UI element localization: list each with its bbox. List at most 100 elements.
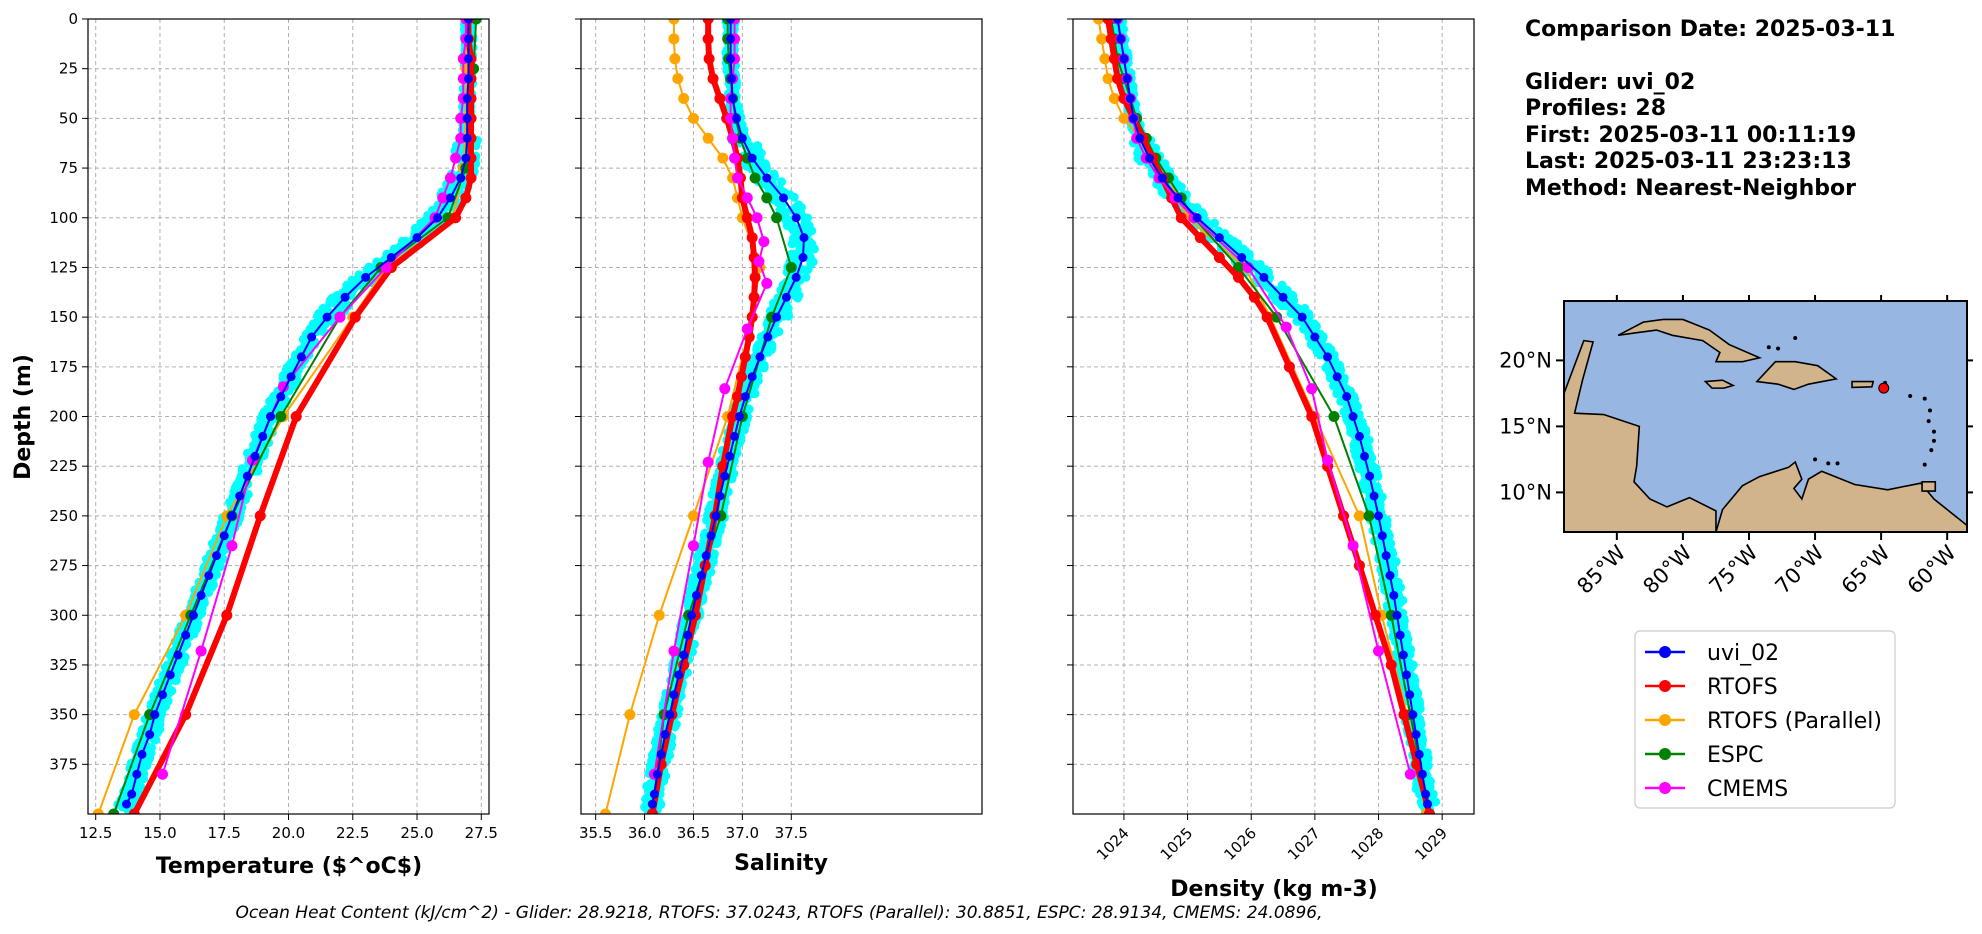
density-x-tick-label: 1027 — [1284, 824, 1324, 864]
data-point — [747, 153, 757, 163]
data-point — [772, 312, 782, 322]
temperature-series-uvi-02 — [122, 19, 473, 809]
data-point — [725, 451, 735, 461]
data-point — [1395, 630, 1405, 640]
data-point — [290, 411, 302, 422]
data-point — [307, 332, 317, 342]
density-panel: 1024 1025 1026 1027 1028 1029 Density (kg m-3… — [1067, 18, 1475, 902]
data-point — [748, 291, 760, 303]
data-point — [349, 311, 361, 323]
land-shapes — [1564, 301, 1967, 532]
data-point — [691, 590, 701, 600]
data-point — [157, 768, 169, 780]
data-point — [286, 372, 296, 382]
data-point — [277, 381, 289, 393]
legend-entry: RTOFS — [1645, 675, 1778, 700]
legend-entry: RTOFS (Parallel) — [1645, 709, 1882, 734]
legend-entry: CMEMS — [1645, 777, 1788, 802]
data-point — [1411, 730, 1421, 739]
data-point — [778, 193, 788, 203]
depth-tick-label: 275 — [49, 557, 78, 575]
map-latitude-label: 15°N — [1499, 414, 1552, 438]
data-point — [1297, 312, 1307, 322]
data-point — [1347, 540, 1359, 552]
data-point — [1116, 34, 1126, 44]
data-point — [741, 323, 753, 335]
data-point — [749, 172, 761, 184]
density-axis-label: Density (kg m-3) — [1170, 877, 1378, 902]
data-point — [437, 192, 449, 204]
data-point — [717, 152, 729, 164]
temperature-axis-label: Temperature ($^oC$) — [156, 854, 422, 879]
data-point — [127, 789, 137, 799]
data-point — [188, 610, 198, 620]
data-point — [334, 311, 346, 323]
data-point — [1157, 173, 1167, 183]
map-latitude-label: 20°N — [1499, 348, 1552, 372]
data-point — [445, 193, 455, 203]
last-profile-time: Last: 2025-03-11 23:23:13 — [1525, 149, 1852, 174]
data-point — [1402, 670, 1412, 680]
data-point — [1278, 292, 1288, 302]
data-point — [731, 391, 743, 403]
data-point — [450, 212, 462, 224]
data-point — [132, 769, 142, 779]
data-point — [702, 456, 714, 468]
salinity-grid — [581, 18, 982, 814]
data-point — [1423, 799, 1433, 809]
data-point — [1213, 252, 1225, 263]
data-point — [1118, 112, 1130, 124]
data-point — [726, 34, 736, 44]
data-point — [1363, 510, 1375, 522]
data-point — [412, 233, 422, 243]
data-point — [660, 730, 670, 739]
data-point — [1423, 808, 1435, 814]
data-point — [235, 491, 245, 501]
data-point — [460, 192, 472, 204]
data-point — [727, 411, 739, 422]
data-point — [728, 94, 738, 103]
map-longitude-label: 80°W — [1638, 540, 1696, 598]
depth-tick-label: 0 — [68, 10, 78, 28]
data-point — [1328, 411, 1340, 422]
density-x-tick-label: 1024 — [1093, 824, 1133, 864]
data-point — [1280, 321, 1292, 333]
data-point — [799, 233, 809, 243]
data-point — [250, 451, 260, 461]
data-point — [761, 277, 773, 289]
data-point — [696, 571, 706, 580]
map-longitude-label: 70°W — [1771, 540, 1829, 598]
temperature-x-tick-label: 12.5 — [79, 824, 112, 842]
data-point — [730, 431, 740, 441]
data-point — [1373, 645, 1385, 657]
data-point — [668, 645, 680, 657]
temperature-x-tick-label: 17.5 — [208, 824, 241, 842]
data-point — [762, 173, 772, 183]
data-point — [1248, 291, 1260, 303]
data-point — [219, 531, 229, 541]
data-point — [226, 540, 238, 552]
depth-axis-label: Depth (m) — [11, 354, 36, 480]
data-point — [386, 253, 396, 262]
info-block: Comparison Date: 2025-03-11 Glider: uvi_… — [1525, 17, 1895, 201]
data-point — [1348, 412, 1358, 421]
data-point — [242, 471, 252, 481]
data-point — [1369, 491, 1379, 501]
depth-tick-label: 150 — [49, 308, 78, 326]
data-point — [747, 372, 757, 382]
data-point — [711, 511, 721, 521]
data-point — [652, 769, 662, 779]
data-point — [683, 630, 693, 640]
data-point — [798, 253, 808, 262]
temperature-x-tick-label: 15.0 — [143, 824, 176, 842]
depth-tick-label: 250 — [49, 507, 78, 525]
data-point — [1232, 271, 1244, 283]
data-point — [1374, 511, 1384, 521]
legend-label: ESPC — [1707, 743, 1764, 768]
salinity-x-tick-label: 37.0 — [726, 824, 759, 842]
temperature-plot-area: 12.5 15.0 17.5 20.0 22.5 25.0 27.5 0 25 50 75 100 12… — [49, 10, 498, 842]
data-point — [653, 609, 665, 621]
data-point — [340, 292, 350, 302]
glider-location-marker — [1878, 382, 1890, 394]
